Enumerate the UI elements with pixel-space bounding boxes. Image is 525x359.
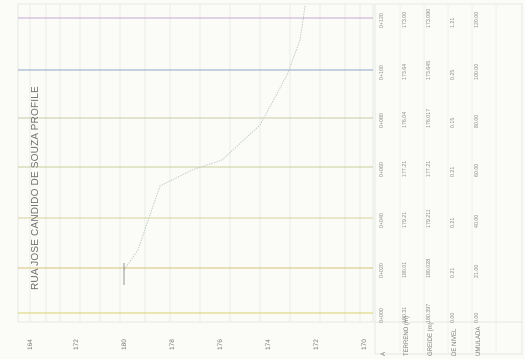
elevation-label: 164 — [27, 339, 34, 350]
elevation-label: 170 — [361, 339, 368, 350]
elevation-label: 174 — [265, 339, 272, 350]
table-cell: 120.00 — [474, 12, 480, 28]
profile-table: A TERRENO (m) GREIDE (m) DE NIVEL UMULADA 0+0… — [374, 3, 523, 356]
table-cell: 100.00 — [474, 64, 480, 80]
table-cell: 0.25 — [450, 70, 456, 80]
plot-frame — [17, 3, 374, 323]
table-cell: 176.017 — [426, 109, 432, 128]
table-cell: 179.211 — [426, 209, 432, 228]
table-cell: 60.00 — [474, 164, 480, 177]
table-cell: 1.21 — [450, 18, 456, 28]
table-header: UMULADA — [476, 327, 482, 356]
table-frame — [374, 3, 523, 355]
elevation-label: 172 — [73, 339, 80, 350]
elevation-label: 172 — [313, 339, 320, 350]
table-header: DE NIVEL — [452, 328, 458, 356]
table-cell: 0.15 — [450, 118, 456, 128]
table-cell: 0+100 — [379, 65, 385, 80]
table-cell: 0+040 — [379, 213, 385, 228]
table-cell: 177.21 — [402, 161, 408, 177]
table-cell: 80.00 — [474, 115, 480, 128]
profile-title: RUA JOSE CANDIDO DE SOUZA PROFILE — [30, 86, 41, 290]
table-cell: 180.397 — [426, 304, 432, 323]
elevation-label: 178 — [169, 339, 176, 350]
table-cell: 173.64 — [402, 64, 408, 80]
table-header: TERRENO (m) — [404, 316, 410, 356]
elevation-label: 176 — [217, 339, 224, 350]
elevation-labels: 164 172 180 178 176 174 172 170 — [27, 339, 368, 350]
table-cell: 21.00 — [474, 265, 480, 278]
station-lines — [18, 17, 373, 314]
table-cell: 0.21 — [450, 218, 456, 228]
table-cell: 173.00 — [402, 12, 408, 28]
table-cell: 0.21 — [450, 268, 456, 278]
table-cell: 180.01 — [402, 262, 408, 278]
table-cell: 179.21 — [402, 212, 408, 228]
table-cell: 176.04 — [402, 112, 408, 128]
table-cell: 173.090 — [426, 9, 432, 28]
vertical-grid — [29, 4, 361, 322]
table-cell: 0+000 — [379, 308, 385, 323]
table-header: GREIDE (m) — [428, 322, 434, 356]
table-cell: 0+060 — [379, 162, 385, 177]
table-cell: 177.21 — [426, 161, 432, 177]
table-cell: 0+080 — [379, 113, 385, 128]
table-cell: 180.028 — [426, 259, 432, 278]
table-cell: 0+120 — [379, 13, 385, 28]
table-cell: 0.21 — [450, 167, 456, 177]
table-cell: 180.31 — [402, 307, 408, 323]
profile-line — [123, 5, 306, 271]
table-cell: 0+020 — [379, 263, 385, 278]
table-cell: 40.00 — [474, 215, 480, 228]
table-cell: 0.00 — [474, 313, 480, 323]
table-cell: 0.00 — [450, 313, 456, 323]
table-cell: 173.645 — [426, 61, 432, 80]
table-header: A — [381, 352, 387, 356]
elevation-label: 180 — [121, 339, 128, 350]
